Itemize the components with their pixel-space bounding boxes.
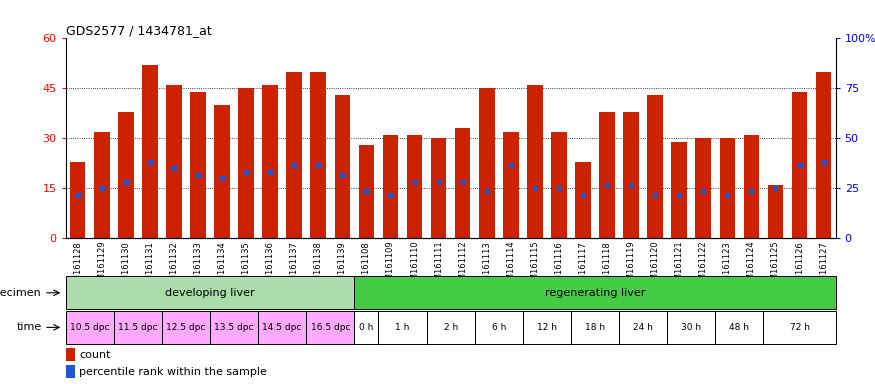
Bar [648, 95, 663, 238]
Bar [575, 162, 591, 238]
Text: GDS2577 / 1434781_at: GDS2577 / 1434781_at [66, 24, 212, 37]
Bar [696, 138, 711, 238]
Text: 72 h: 72 h [789, 323, 809, 332]
Bar [66, 365, 75, 379]
Bar [70, 162, 86, 238]
Text: 6 h: 6 h [492, 323, 506, 332]
Bar [599, 112, 615, 238]
Bar [816, 72, 831, 238]
Bar [354, 276, 836, 309]
Text: 13.5 dpc: 13.5 dpc [214, 323, 254, 332]
Text: specimen: specimen [0, 288, 42, 298]
Text: 48 h: 48 h [730, 323, 749, 332]
Bar [716, 311, 763, 344]
Text: 12.5 dpc: 12.5 dpc [166, 323, 206, 332]
Bar [66, 348, 75, 361]
Bar [503, 132, 519, 238]
Bar [311, 72, 326, 238]
Bar [114, 311, 162, 344]
Text: count: count [79, 349, 110, 359]
Bar [210, 311, 258, 344]
Bar [571, 311, 620, 344]
Text: time: time [17, 322, 42, 333]
Bar [66, 276, 354, 309]
Bar [94, 132, 109, 238]
Bar [354, 311, 379, 344]
Bar [523, 311, 571, 344]
Bar [744, 135, 760, 238]
Bar [162, 311, 210, 344]
Bar [118, 112, 134, 238]
Bar [620, 311, 668, 344]
Text: 14.5 dpc: 14.5 dpc [262, 323, 302, 332]
Text: 24 h: 24 h [634, 323, 653, 332]
Text: 2 h: 2 h [444, 323, 458, 332]
Bar [479, 88, 494, 238]
Text: 16.5 dpc: 16.5 dpc [311, 323, 350, 332]
Bar [475, 311, 523, 344]
Bar [767, 185, 783, 238]
Text: percentile rank within the sample: percentile rank within the sample [79, 367, 267, 377]
Bar [668, 311, 716, 344]
Bar [455, 128, 471, 238]
Bar [427, 311, 475, 344]
Bar [623, 112, 639, 238]
Bar [763, 311, 836, 344]
Text: 10.5 dpc: 10.5 dpc [70, 323, 109, 332]
Bar [671, 142, 687, 238]
Text: regenerating liver: regenerating liver [545, 288, 645, 298]
Bar [792, 92, 808, 238]
Text: 30 h: 30 h [682, 323, 702, 332]
Bar [214, 105, 230, 238]
Text: 1 h: 1 h [396, 323, 410, 332]
Bar [359, 145, 374, 238]
Text: 18 h: 18 h [585, 323, 605, 332]
Text: 0 h: 0 h [360, 323, 374, 332]
Bar [407, 135, 423, 238]
Bar [66, 311, 114, 344]
Bar [190, 92, 206, 238]
Text: 11.5 dpc: 11.5 dpc [118, 323, 158, 332]
Bar [262, 85, 278, 238]
Bar [719, 138, 735, 238]
Bar [238, 88, 254, 238]
Bar [527, 85, 542, 238]
Bar [430, 138, 446, 238]
Bar [551, 132, 567, 238]
Bar [166, 85, 182, 238]
Bar [142, 65, 158, 238]
Bar [379, 311, 427, 344]
Bar [258, 311, 306, 344]
Bar [286, 72, 302, 238]
Bar [334, 95, 350, 238]
Text: 12 h: 12 h [537, 323, 556, 332]
Bar [306, 311, 354, 344]
Text: developing liver: developing liver [165, 288, 255, 298]
Bar [382, 135, 398, 238]
